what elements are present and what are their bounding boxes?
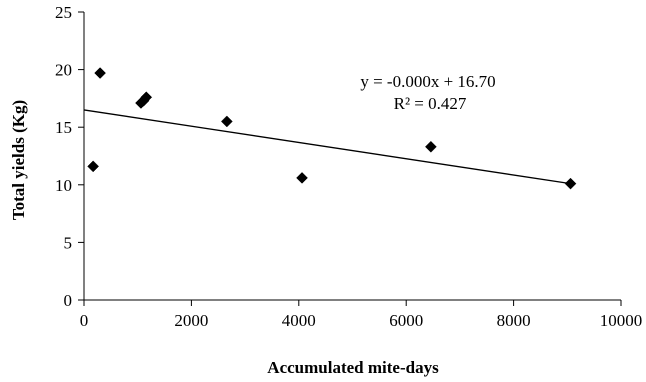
data-point (94, 67, 106, 79)
axes (83, 12, 621, 301)
x-tick-label: 8000 (497, 311, 531, 330)
y-tick-label: 0 (64, 291, 73, 310)
x-tick-label: 2000 (174, 311, 208, 330)
y-tick-label: 10 (55, 176, 72, 195)
data-point (87, 160, 99, 173)
x-tick-label: 0 (80, 311, 89, 330)
x-tick-label: 6000 (389, 311, 423, 330)
y-axis-title: Total yields (Kg) (9, 100, 28, 220)
y-tick-label: 25 (55, 3, 72, 22)
x-axis-title: Accumulated mite-days (267, 358, 439, 377)
y-tick-label: 15 (55, 118, 72, 137)
y-tick-label: 20 (55, 61, 72, 80)
ticks: 0 5 10 15 20 25 0 2000 4000 6000 8000 10000 (55, 3, 642, 330)
trendline-equation: y = -0.000x + 16.70 (360, 72, 495, 91)
x-tick-label: 4000 (282, 311, 316, 330)
trendline-r-squared: R² = 0.427 (394, 94, 467, 113)
data-point (140, 91, 153, 104)
data-point (220, 115, 233, 128)
y-tick-label: 5 (64, 233, 73, 252)
data-points (87, 67, 577, 190)
data-point (296, 172, 308, 184)
data-point (425, 140, 437, 153)
data-point (564, 177, 577, 190)
trendline (83, 109, 571, 185)
x-tick-label: 10000 (600, 311, 643, 330)
